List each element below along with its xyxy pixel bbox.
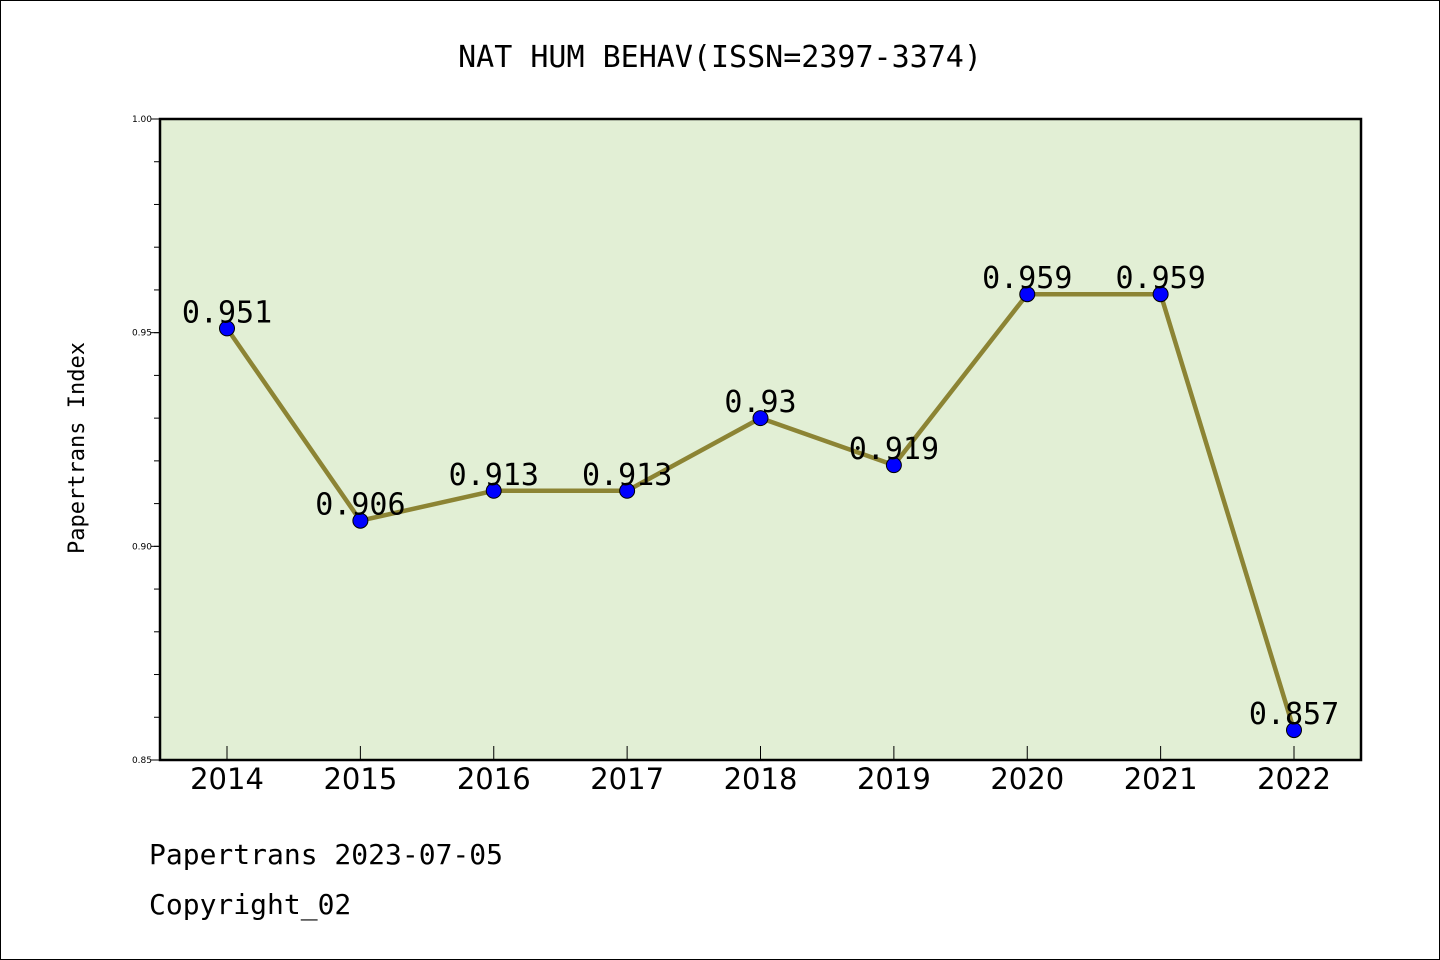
data-label: 0.919 [849, 432, 939, 467]
y-axis-label: Papertrans Index [65, 342, 90, 554]
data-point-marker [1019, 286, 1036, 303]
y-tick-label: 0.85 [132, 756, 152, 766]
data-point-marker [352, 512, 369, 529]
footer-source: Papertrans 2023-07-05 [149, 838, 503, 871]
x-tick-label: 2015 [323, 762, 397, 796]
data-point-marker [485, 482, 502, 499]
data-label: 0.906 [315, 488, 405, 523]
plot-frame [158, 117, 1363, 762]
x-tick-label: 2021 [1124, 762, 1198, 796]
x-tick-label: 2018 [724, 762, 798, 796]
x-tick-label: 2017 [590, 762, 664, 796]
data-label: 0.951 [182, 295, 272, 330]
data-point-marker [219, 320, 235, 337]
data-point-marker [1152, 286, 1169, 303]
y-tick-label: 1.00 [132, 115, 152, 125]
data-point-marker [885, 457, 902, 474]
series-line-group: 0.951 0.906 0.913 0.913 0.93 0.919 0.959 0.959 0… [182, 261, 1339, 739]
y-tick-label: 0.95 [132, 329, 152, 339]
data-point-marker [1286, 722, 1302, 739]
y-tick-label: 0.90 [132, 542, 152, 552]
data-label: 0.913 [582, 458, 672, 493]
data-label: 0.913 [449, 458, 539, 493]
chart-title: NAT HUM BEHAV(ISSN=2397-3374) [458, 40, 982, 75]
x-tick-label: 2022 [1257, 762, 1331, 796]
y-axis: 0.85 0.90 0.95 1.00 [132, 115, 160, 766]
x-tick-label: 2014 [190, 762, 264, 796]
x-axis: 2014 2015 2016 2017 2018 2019 2020 2021 2022 [190, 746, 1331, 796]
data-label: 0.857 [1249, 697, 1339, 732]
x-tick-label: 2020 [990, 762, 1064, 796]
data-point-marker [752, 410, 769, 427]
footer-copyright: Copyright_02 [149, 888, 351, 922]
data-label: 0.959 [1115, 261, 1205, 296]
x-tick-label: 2019 [857, 762, 931, 796]
x-tick-label: 2016 [457, 762, 531, 796]
plot-area [160, 119, 1361, 760]
data-label: 0.959 [982, 261, 1072, 296]
data-label: 0.93 [724, 385, 796, 420]
data-point-marker [619, 482, 636, 499]
